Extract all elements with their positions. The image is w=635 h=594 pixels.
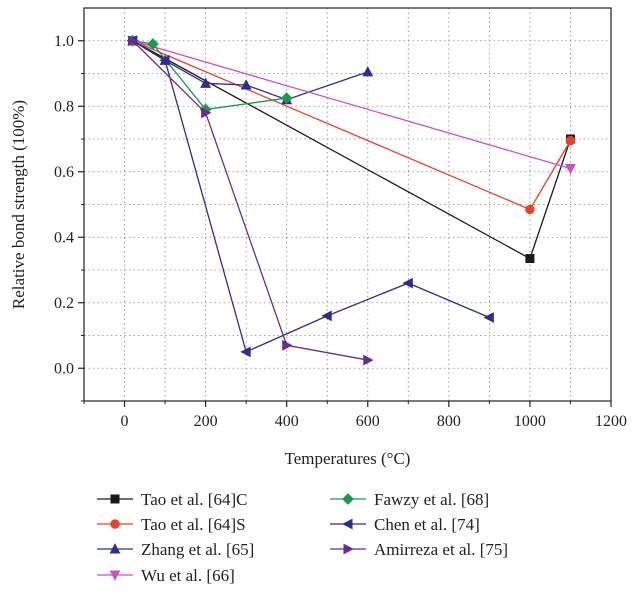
series-6 xyxy=(126,35,494,358)
y-tick-label: 0.2 xyxy=(54,295,74,312)
y-tick-label: 0.4 xyxy=(54,229,74,246)
data-point-triangle-up xyxy=(362,66,374,77)
grid-lines xyxy=(84,8,611,401)
x-axis-title: Temperatures (°C) xyxy=(285,449,411,468)
data-point-triangle-down xyxy=(109,570,121,581)
data-point-diamond xyxy=(342,493,354,505)
series-line xyxy=(132,40,571,170)
legend-label: Tao et al. [64]C xyxy=(141,490,247,509)
y-tick-label: 0.8 xyxy=(54,98,74,115)
legend-item: Tao et al. [64]C xyxy=(97,490,247,509)
series-5 xyxy=(126,34,293,116)
data-point-triangle-right xyxy=(282,339,293,351)
legend-item: Wu et al. [66] xyxy=(97,566,235,585)
x-tick-label: 200 xyxy=(194,413,218,430)
legend-item: Zhang et al. [65] xyxy=(97,540,254,559)
data-point-circle xyxy=(525,204,535,215)
data-point-triangle-right xyxy=(201,107,212,119)
x-tick-label: 0 xyxy=(121,413,129,430)
y-tick-label: 0.0 xyxy=(54,360,74,377)
legend-label: Zhang et al. [65] xyxy=(141,540,254,559)
y-tick-label: 1.0 xyxy=(54,33,74,50)
legend-label: Tao et al. [64]S xyxy=(141,515,246,534)
data-point-triangle-up xyxy=(200,77,212,88)
series-line xyxy=(132,40,490,353)
data-point-circle xyxy=(110,519,120,529)
data-point-triangle-right xyxy=(128,35,139,47)
series-line xyxy=(132,40,572,211)
x-tick-label: 800 xyxy=(437,413,461,430)
data-point-triangle-left xyxy=(402,277,413,289)
x-tick-label: 1200 xyxy=(595,413,627,430)
y-axis-title: Relative bond strength (100%) xyxy=(9,100,28,309)
series-7 xyxy=(128,35,374,366)
data-point-triangle-left xyxy=(483,312,494,323)
series-3 xyxy=(127,34,374,105)
data-point-triangle-right xyxy=(343,543,354,555)
legend-label: Amirreza et al. [75] xyxy=(374,540,508,559)
data-point-triangle-left xyxy=(321,310,332,322)
data-point-triangle-up xyxy=(240,79,252,90)
data-point-triangle-right xyxy=(363,354,374,366)
plot-series xyxy=(126,34,576,366)
axis-ticks: 0 200 400 600 800 1000 1200 0.0 0.2 0.4 0.6 0.8 1.0 xyxy=(54,33,627,430)
series-line xyxy=(132,40,368,361)
series-line xyxy=(132,40,287,111)
data-point-square xyxy=(110,494,120,504)
data-point-triangle-left xyxy=(159,55,170,66)
x-tick-label: 1000 xyxy=(514,413,546,430)
legend-item: Amirreza et al. [75] xyxy=(330,540,508,559)
y-tick-label: 0.6 xyxy=(54,164,74,181)
legend: Tao et al. [64]C Tao et al. [64]S Zhang et… xyxy=(97,490,508,585)
plot-frame xyxy=(83,7,612,402)
data-point-diamond xyxy=(280,92,293,104)
data-point-diamond xyxy=(147,38,159,50)
data-point-square xyxy=(525,254,535,264)
legend-item: Chen et al. [74] xyxy=(330,515,480,534)
legend-item: Fawzy et al. [68] xyxy=(330,490,489,509)
data-point-circle xyxy=(565,135,576,146)
data-point-triangle-left xyxy=(342,518,353,530)
data-point-triangle-down xyxy=(565,163,576,175)
series-2 xyxy=(127,36,576,215)
x-tick-label: 400 xyxy=(275,413,299,430)
series-4 xyxy=(127,36,576,175)
legend-label: Fawzy et al. [68] xyxy=(374,490,489,509)
legend-label: Wu et al. [66] xyxy=(141,566,235,585)
data-point-triangle-left xyxy=(240,346,251,358)
data-point-triangle-up xyxy=(109,543,121,554)
legend-item: Tao et al. [64]S xyxy=(97,515,246,534)
legend-label: Chen et al. [74] xyxy=(374,515,480,534)
x-tick-label: 600 xyxy=(356,413,380,430)
